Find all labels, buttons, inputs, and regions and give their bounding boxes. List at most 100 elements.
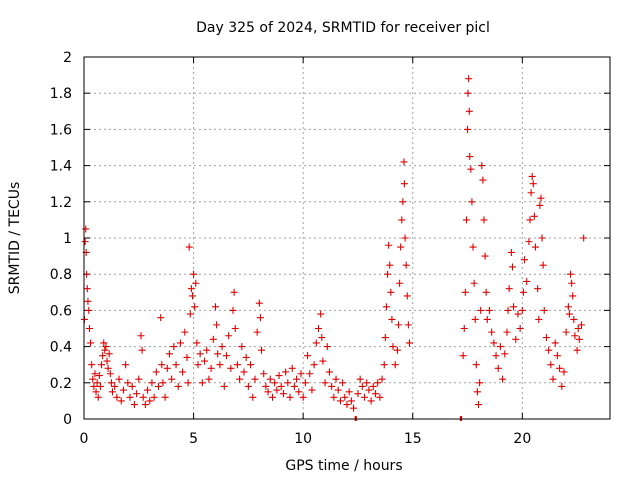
data-point xyxy=(297,370,305,378)
data-point xyxy=(485,306,493,314)
data-point xyxy=(527,189,535,197)
data-point xyxy=(472,361,480,369)
data-point xyxy=(138,346,146,354)
data-point xyxy=(570,315,578,323)
data-point xyxy=(88,361,96,369)
data-points xyxy=(80,75,588,412)
data-point xyxy=(356,375,364,383)
data-point xyxy=(172,361,180,369)
data-point xyxy=(354,390,362,398)
data-point xyxy=(400,180,408,188)
x-ticks: 0 5 10 15 20 xyxy=(80,57,531,447)
data-point xyxy=(104,364,112,372)
data-point xyxy=(574,325,582,332)
data-point xyxy=(578,321,586,329)
data-point xyxy=(87,339,95,347)
plot-grid xyxy=(84,57,610,419)
data-point xyxy=(301,379,309,387)
data-point xyxy=(400,158,408,166)
data-point xyxy=(464,125,472,133)
data-point xyxy=(271,379,279,387)
data-point xyxy=(119,386,127,394)
data-point xyxy=(191,303,199,311)
data-point xyxy=(255,299,263,307)
data-point xyxy=(462,216,470,224)
data-point xyxy=(318,334,326,342)
data-point xyxy=(107,379,115,387)
data-point xyxy=(470,279,478,287)
data-point xyxy=(227,364,235,372)
data-point xyxy=(139,393,147,401)
data-point xyxy=(148,379,156,387)
data-point xyxy=(176,339,184,347)
data-point xyxy=(130,401,138,409)
data-point xyxy=(467,165,475,173)
data-point xyxy=(545,346,553,354)
data-point xyxy=(186,310,194,318)
data-point xyxy=(214,350,222,358)
data-point xyxy=(218,343,226,351)
data-point xyxy=(247,361,255,369)
data-point xyxy=(389,343,397,351)
data-point xyxy=(396,279,404,287)
data-point xyxy=(83,285,91,293)
data-point xyxy=(530,212,538,220)
data-point xyxy=(556,364,564,372)
data-point xyxy=(92,388,100,396)
data-point xyxy=(174,382,182,390)
data-point xyxy=(367,397,375,405)
data-point xyxy=(183,353,191,361)
data-point xyxy=(203,346,211,354)
data-point xyxy=(323,343,331,351)
data-point xyxy=(229,306,237,314)
data-point xyxy=(505,285,513,293)
data-point xyxy=(258,346,266,354)
data-point xyxy=(82,225,90,233)
data-point xyxy=(98,361,106,369)
data-point xyxy=(564,303,572,311)
data-point xyxy=(482,288,490,296)
data-point xyxy=(222,352,230,360)
data-point xyxy=(473,388,481,396)
data-point xyxy=(534,285,542,293)
data-point xyxy=(562,328,570,336)
data-point xyxy=(507,248,515,256)
y-tick-label: 0.6 xyxy=(50,303,72,319)
data-point xyxy=(185,243,193,251)
data-point xyxy=(108,388,116,396)
data-point xyxy=(190,270,198,278)
data-point xyxy=(365,386,373,394)
data-point xyxy=(308,386,316,394)
plot-frame xyxy=(83,56,611,420)
data-point xyxy=(529,180,537,188)
data-point xyxy=(315,325,323,332)
data-point xyxy=(391,361,399,369)
data-point xyxy=(165,350,173,358)
data-point xyxy=(499,375,507,383)
y-tick-label: 2 xyxy=(63,50,72,66)
data-point xyxy=(553,352,561,360)
data-point xyxy=(494,364,502,372)
data-point xyxy=(205,375,213,383)
data-point xyxy=(460,325,468,332)
data-point xyxy=(384,270,392,278)
data-point xyxy=(273,386,281,394)
data-point xyxy=(481,252,489,260)
data-point xyxy=(233,361,241,369)
data-point xyxy=(468,198,476,206)
data-point xyxy=(284,379,292,387)
data-point xyxy=(236,375,244,383)
data-point xyxy=(277,382,285,390)
data-point xyxy=(122,361,130,369)
data-point xyxy=(84,297,92,305)
data-point xyxy=(157,314,165,322)
data-point xyxy=(535,315,543,323)
data-point xyxy=(251,375,259,383)
data-point xyxy=(144,386,152,394)
data-point xyxy=(163,364,171,372)
data-point xyxy=(266,375,274,383)
data-point xyxy=(398,216,406,224)
data-point xyxy=(339,379,347,387)
data-point xyxy=(304,352,312,360)
data-point xyxy=(402,261,410,269)
